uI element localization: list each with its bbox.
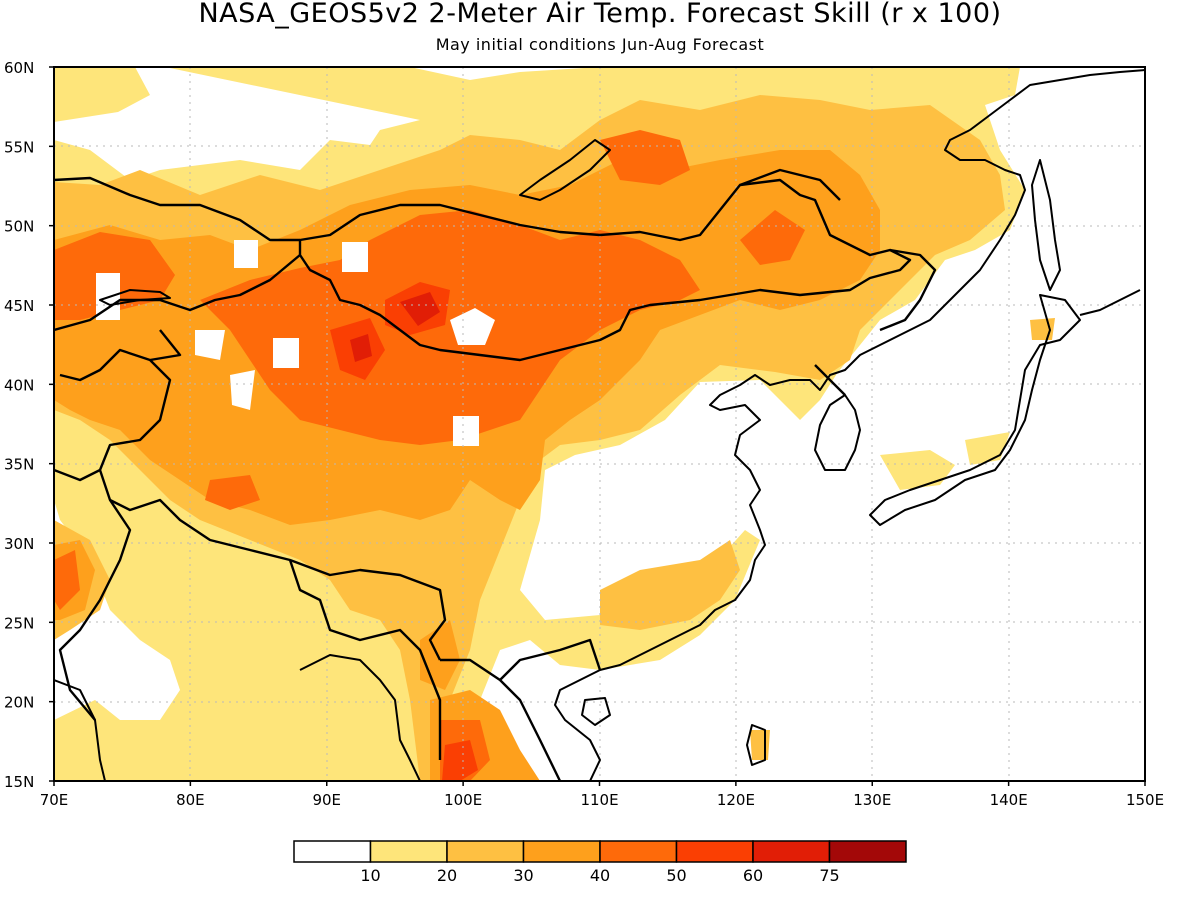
colorbar-swatch — [522, 840, 601, 863]
lat-tick-label: 55N — [4, 138, 34, 156]
india-coastline — [54, 654, 421, 781]
figure-subtitle: May initial conditions Jun-Aug Forecast — [436, 35, 765, 54]
china-west-border — [59, 329, 447, 661]
southeast-asia-border — [440, 638, 602, 781]
lat-tick-label: 15N — [4, 773, 34, 791]
korea-border — [814, 364, 846, 396]
lon-tick-label: 150E — [1126, 791, 1164, 809]
mask-cell — [273, 338, 299, 368]
lat-lon-grid — [54, 67, 1145, 781]
taiwan-coastline — [746, 724, 766, 766]
colorbar-label: 10 — [360, 866, 380, 885]
colorbar-swatch — [599, 840, 678, 863]
lake-balkhash — [99, 289, 171, 306]
sakhalin-coastline — [1031, 159, 1061, 291]
coastlines — [54, 69, 1145, 781]
lat-tick-label: 50N — [4, 218, 34, 236]
india-border — [54, 468, 442, 760]
lake-baikal — [519, 139, 611, 201]
kazakhstan-border — [54, 176, 301, 332]
lat-tick-label: 20N — [4, 694, 34, 712]
colorbar-swatch — [675, 840, 754, 863]
lat-tick-label: 35N — [4, 456, 34, 474]
skill-field — [54, 67, 1055, 781]
lon-tick-label: 140E — [990, 791, 1028, 809]
lon-tick-label: 110E — [580, 791, 618, 809]
hainan-coastline — [581, 697, 611, 726]
korea-coastline — [814, 394, 861, 471]
skill-region-50-60 — [330, 282, 478, 781]
russia-china-border — [739, 168, 937, 332]
colorbar-label: 40 — [590, 866, 610, 885]
longitude-tick-labels: 70E 80E 90E 100E 110E 120E 130E 140E 150E — [40, 781, 1164, 809]
mask-cell — [234, 240, 258, 268]
lat-tick-label: 25N — [4, 614, 34, 632]
colorbar: 10 20 30 40 50 60 75 — [293, 840, 907, 885]
colorbar-label: 30 — [513, 866, 533, 885]
lon-tick-label: 90E — [312, 791, 341, 809]
colorbar-swatch — [293, 840, 372, 863]
colorbar-label: 50 — [666, 866, 686, 885]
lon-tick-label: 70E — [40, 791, 69, 809]
colorbar-swatch — [369, 840, 448, 863]
country-borders — [54, 168, 937, 781]
colorbar-label: 60 — [743, 866, 763, 885]
lon-tick-label: 80E — [176, 791, 205, 809]
lat-tick-label: 60N — [4, 59, 34, 77]
map-plot-area — [54, 67, 1145, 781]
japan-coastline — [869, 289, 1141, 526]
lat-tick-label: 45N — [4, 297, 34, 315]
colorbar-label: 75 — [819, 866, 839, 885]
mask-cell — [453, 416, 479, 446]
mask-cell — [342, 242, 368, 272]
mongolia-border — [298, 178, 912, 362]
colorbar-swatch — [752, 840, 831, 863]
skill-region-60-75 — [350, 292, 440, 362]
figure-title: NASA_GEOS5v2 2-Meter Air Temp. Forecast … — [198, 0, 1001, 29]
lat-tick-label: 30N — [4, 535, 34, 553]
lat-tick-label: 40N — [4, 376, 34, 394]
lon-tick-label: 120E — [717, 791, 755, 809]
colorbar-label: 20 — [437, 866, 457, 885]
skill-region-40-50 — [54, 130, 805, 781]
mask-cell — [195, 308, 495, 410]
asia-east-coast — [554, 69, 1145, 781]
lon-tick-label: 100E — [444, 791, 482, 809]
colorbar-swatch — [828, 840, 907, 863]
colorbar-swatch — [446, 840, 525, 863]
lon-tick-label: 130E — [853, 791, 891, 809]
latitude-tick-labels: 15N 20N 25N 30N 35N 40N 45N 50N 55N 60N — [4, 59, 54, 791]
